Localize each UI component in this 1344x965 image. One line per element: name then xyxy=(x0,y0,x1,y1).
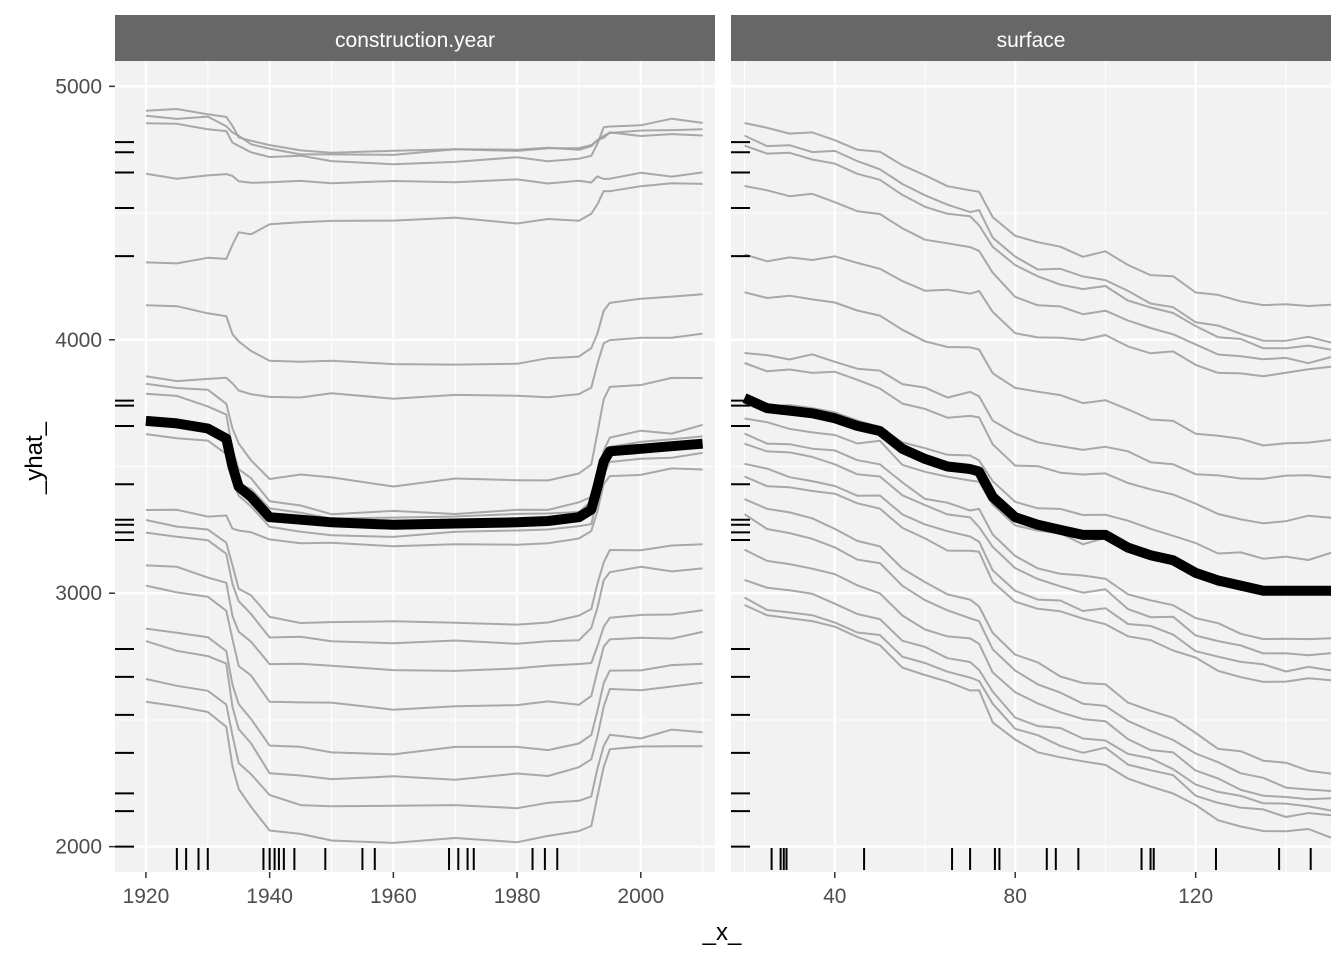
ice-curve xyxy=(744,596,1332,818)
x-tick-label: 1980 xyxy=(494,885,541,908)
y-tick-label: 5000 xyxy=(55,75,102,98)
ice-curve xyxy=(145,376,703,488)
ice-curve xyxy=(145,117,703,166)
x-tick-label: 80 xyxy=(1004,885,1027,908)
ice-curve xyxy=(744,498,1332,775)
ice-curve xyxy=(744,122,1332,307)
ice-curve xyxy=(145,564,703,672)
x-tick-label: 1920 xyxy=(123,885,170,908)
ice-curve xyxy=(743,513,1332,792)
ice-curve xyxy=(744,442,1332,657)
ice-curve xyxy=(744,362,1332,525)
facet-strip xyxy=(115,15,715,61)
ice-curve xyxy=(744,253,1332,378)
ice-curve xyxy=(145,171,703,185)
ice-curve xyxy=(744,432,1332,641)
y-axis-title: _yhat_ xyxy=(21,421,48,495)
panel-surface: surface 40 80 120 xyxy=(731,15,1332,908)
ice-curve xyxy=(145,678,703,810)
ice-curve xyxy=(145,627,703,756)
facet-strip xyxy=(731,15,1331,61)
ice-curve xyxy=(744,604,1332,839)
ice-curve xyxy=(145,531,703,645)
facet-panels: construction.year 1920 1940 1960 1980 2000 200… xyxy=(55,15,1332,908)
ice-curve xyxy=(744,291,1332,447)
y-tick-label: 3000 xyxy=(55,582,102,605)
ice-curve xyxy=(744,185,1332,365)
ice-curve xyxy=(145,519,703,626)
x-tick-label: 1940 xyxy=(246,885,293,908)
facet-strip-label: surface xyxy=(997,29,1066,52)
ice-curve xyxy=(145,640,703,781)
panel-construction-year: construction.year 1920 1940 1960 1980 2000 200… xyxy=(55,15,715,908)
x-tick-label: 1960 xyxy=(370,885,417,908)
x-tick-label: 120 xyxy=(1178,885,1213,908)
ice-curve xyxy=(744,134,1332,344)
pdp-line xyxy=(145,415,704,530)
ice-curve xyxy=(145,584,703,711)
ice-curve xyxy=(744,144,1332,351)
ice-curve xyxy=(744,475,1332,683)
ice-curve xyxy=(145,700,703,844)
ice-curve xyxy=(145,293,703,366)
y-tick-label: 2000 xyxy=(55,836,102,859)
ice-curve xyxy=(744,399,1332,561)
pdp-line xyxy=(742,393,1331,596)
y-tick-label: 4000 xyxy=(55,329,102,352)
x-axis-title: _x_ xyxy=(702,919,742,946)
ice-curve xyxy=(145,332,703,400)
ice-curve xyxy=(145,114,703,156)
facet-strip-label: construction.year xyxy=(335,29,495,52)
ice-curve xyxy=(145,467,703,548)
x-tick-label: 40 xyxy=(823,885,846,908)
ice-curve xyxy=(744,578,1332,812)
ice-curve xyxy=(744,548,1332,801)
ice-curve xyxy=(145,182,703,265)
x-tick-label: 2000 xyxy=(617,885,664,908)
ice-curve xyxy=(145,392,703,516)
ice-curve xyxy=(744,352,1332,480)
ice-curve xyxy=(744,462,1332,673)
